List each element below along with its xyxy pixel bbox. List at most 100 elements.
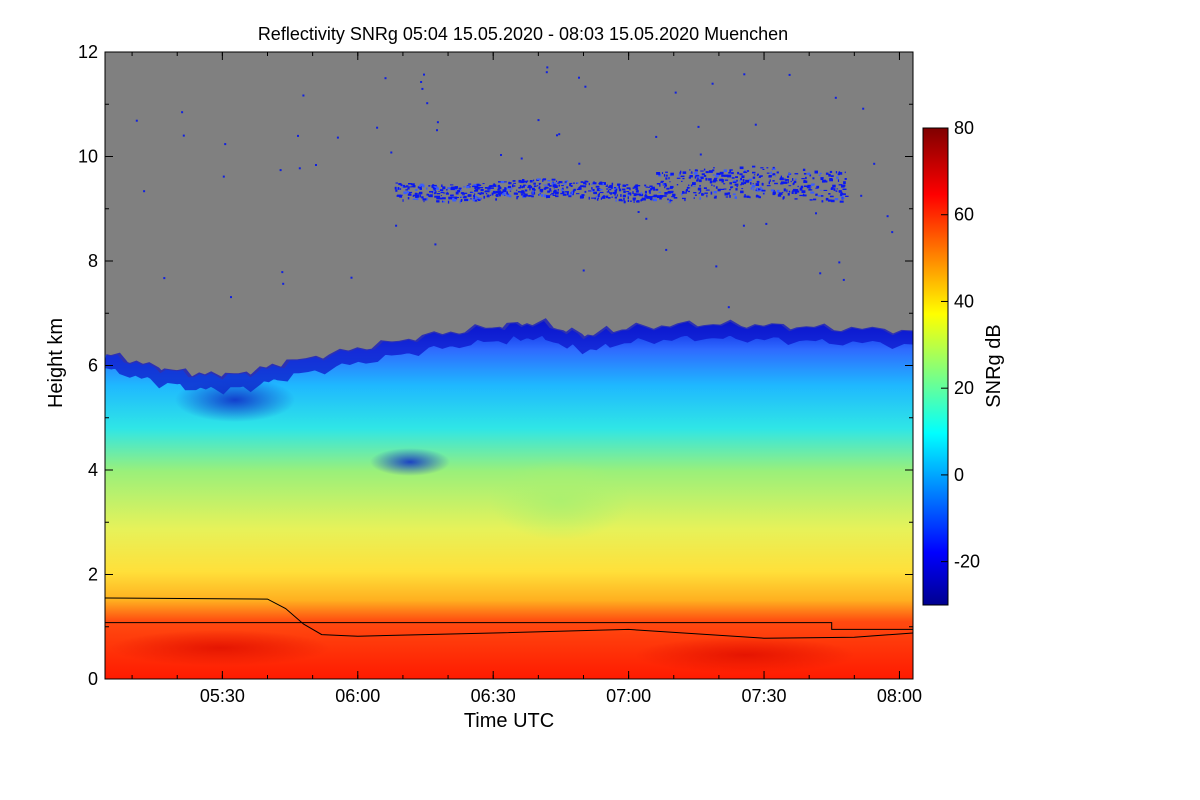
upper-layer-pixel: [736, 179, 738, 182]
upper-layer-pixel: [825, 180, 828, 183]
upper-layer-pixel: [584, 190, 587, 193]
upper-layer-pixel: [543, 187, 547, 190]
upper-layer-pixel: [713, 167, 715, 169]
y-tick-label: 6: [88, 356, 98, 376]
upper-layer-pixel: [679, 171, 681, 175]
upper-layer-pixel: [682, 191, 685, 194]
upper-layer-pixel: [456, 186, 459, 189]
upper-layer-pixel: [698, 192, 701, 194]
upper-layer-pixel: [452, 199, 457, 202]
x-tick-label: 05:30: [200, 686, 245, 706]
upper-layer-pixel: [591, 187, 593, 190]
upper-layer-pixel: [636, 200, 638, 203]
upper-layer-pixel: [790, 180, 792, 183]
upper-layer-pixel: [753, 174, 756, 176]
upper-layer-pixel: [706, 194, 708, 198]
upper-layer-pixel: [426, 193, 429, 196]
upper-layer-pixel: [782, 191, 784, 193]
upper-layer-pixel: [542, 179, 544, 182]
upper-layer-pixel: [690, 172, 693, 174]
upper-layer-pixel: [834, 198, 839, 201]
upper-layer-pixel: [688, 190, 690, 193]
upper-layer-pixel: [394, 186, 397, 190]
upper-layer-pixel: [682, 171, 687, 174]
upper-layer-pixel: [428, 185, 431, 187]
upper-layer-pixel: [412, 185, 416, 188]
upper-layer-pixel: [803, 180, 808, 183]
noise-pixel: [727, 306, 730, 309]
upper-layer-pixel: [660, 181, 664, 183]
upper-layer-pixel: [568, 194, 572, 198]
upper-layer-pixel: [841, 191, 843, 195]
upper-layer-pixel: [428, 195, 433, 197]
upper-layer-pixel: [835, 171, 838, 174]
upper-layer-pixel: [472, 198, 475, 202]
upper-layer-pixel: [744, 194, 746, 197]
upper-layer-pixel: [554, 192, 559, 195]
upper-layer-pixel: [794, 191, 796, 195]
upper-layer-pixel: [803, 173, 807, 175]
upper-layer-pixel: [757, 173, 759, 176]
upper-layer-pixel: [793, 180, 797, 184]
upper-layer-pixel: [487, 194, 490, 196]
upper-layer-pixel: [694, 169, 698, 172]
upper-layer-pixel: [611, 186, 613, 189]
upper-layer-pixel: [828, 173, 831, 177]
upper-layer-pixel: [772, 191, 776, 195]
upper-layer-pixel: [500, 181, 505, 184]
upper-layer-pixel: [503, 191, 506, 195]
upper-layer-pixel: [687, 186, 689, 189]
upper-layer-pixel: [646, 195, 648, 199]
upper-layer-pixel: [486, 195, 490, 198]
upper-layer-pixel: [592, 182, 597, 185]
upper-layer-pixel: [474, 186, 479, 189]
upper-layer-pixel: [561, 191, 565, 194]
upper-layer-pixel: [725, 196, 729, 198]
upper-layer-pixel: [636, 200, 640, 203]
upper-layer-pixel: [723, 183, 726, 185]
upper-layer-pixel: [802, 194, 807, 197]
y-tick-label: 8: [88, 251, 98, 271]
upper-layer-pixel: [615, 192, 617, 194]
upper-layer-pixel: [587, 181, 589, 183]
upper-layer-pixel: [585, 183, 587, 186]
upper-layer-pixel: [454, 189, 457, 191]
upper-layer-pixel: [442, 186, 445, 189]
upper-layer-pixel: [448, 196, 450, 199]
noise-pixel: [282, 282, 285, 285]
upper-layer-pixel: [658, 191, 662, 193]
upper-layer-pixel: [783, 196, 785, 199]
upper-layer-pixel: [780, 183, 783, 185]
upper-layer-pixel: [581, 194, 585, 197]
upper-layer-pixel: [639, 193, 642, 196]
upper-layer-pixel: [836, 188, 839, 190]
upper-layer-pixel: [533, 179, 535, 182]
noise-pixel: [711, 82, 714, 85]
upper-layer-pixel: [441, 201, 445, 203]
upper-layer-pixel: [630, 200, 632, 202]
upper-layer-pixel: [736, 185, 738, 188]
upper-layer-pixel: [794, 198, 798, 200]
upper-layer-pixel: [542, 178, 547, 181]
upper-layer-pixel: [682, 197, 686, 200]
noise-pixel: [842, 278, 845, 281]
upper-layer-pixel: [420, 183, 424, 187]
upper-layer-pixel: [567, 191, 569, 194]
upper-layer-pixel: [527, 186, 530, 188]
upper-layer-pixel: [614, 196, 617, 199]
upper-layer-pixel: [512, 184, 514, 188]
noise-pixel: [743, 73, 746, 76]
upper-layer-pixel: [768, 175, 771, 178]
upper-layer-pixel: [519, 185, 522, 188]
noise-pixel: [545, 71, 548, 74]
upper-layer-pixel: [498, 187, 502, 190]
y-tick-label: 12: [78, 42, 98, 62]
upper-layer-pixel: [438, 197, 443, 200]
upper-layer-pixel: [571, 191, 575, 193]
upper-layer-pixel: [621, 199, 623, 202]
noise-pixel: [886, 215, 889, 218]
noise-pixel: [390, 151, 393, 154]
upper-layer-pixel: [663, 174, 666, 177]
upper-layer-pixel: [551, 192, 554, 195]
noise-pixel: [665, 248, 668, 251]
